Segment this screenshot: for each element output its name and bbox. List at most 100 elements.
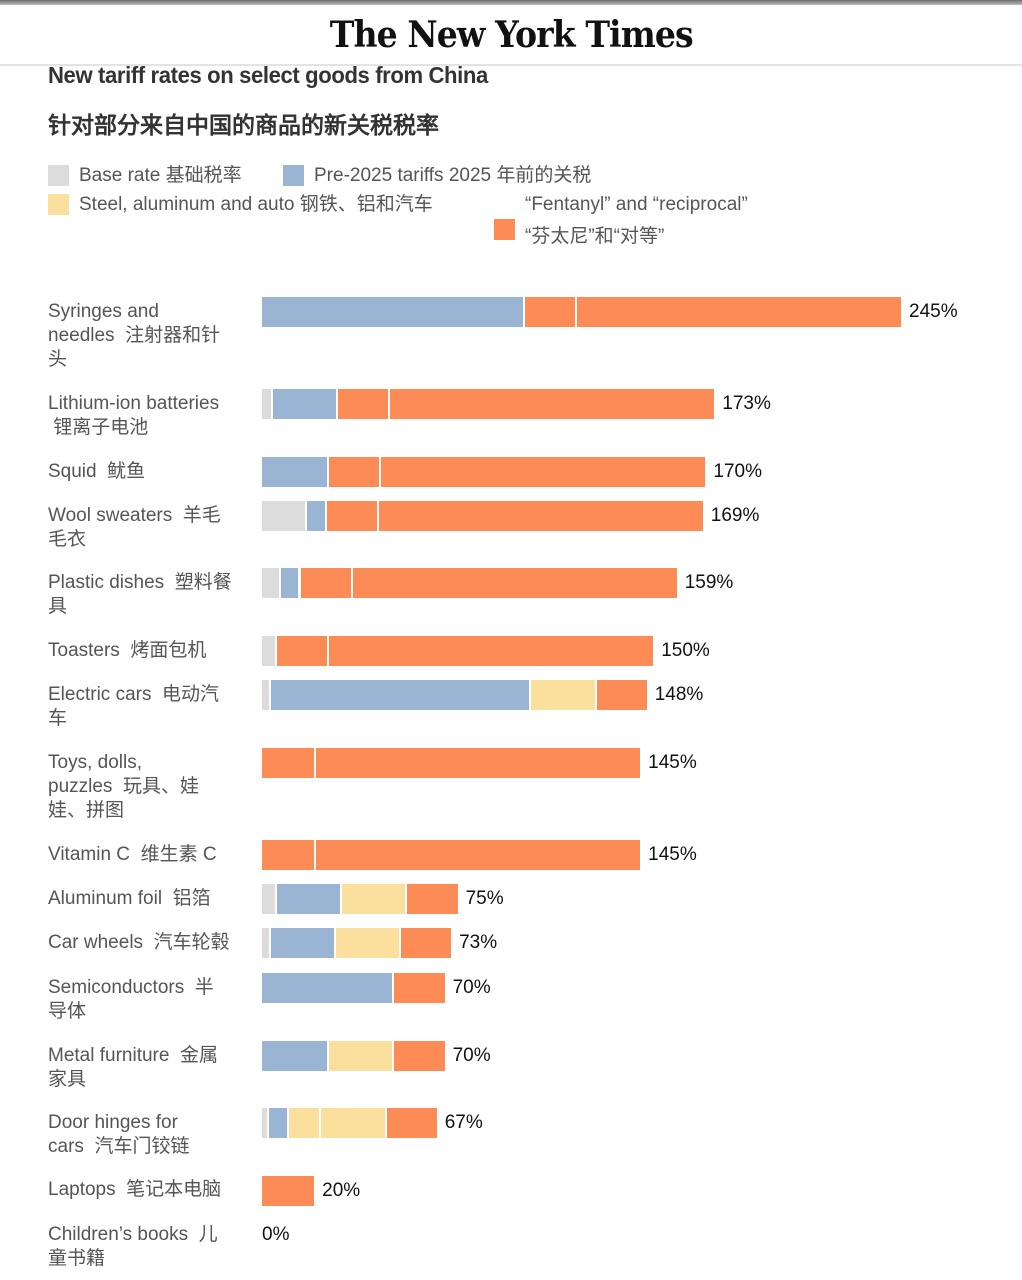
bar-segment-fentanyl-reciprocal — [392, 973, 445, 1003]
row-label-line: 头 — [48, 349, 68, 370]
row-label-line: 锂离子电池 — [48, 417, 149, 438]
legend-label-steel: Steel, aluminum and auto 钢铁、铝和汽车 — [79, 194, 433, 215]
row-label-line: Door hinges for — [48, 1112, 178, 1133]
bar-segment-fentanyl-reciprocal — [314, 840, 641, 870]
bar-segment-base — [262, 389, 271, 419]
bar-segment-pre2025 — [305, 501, 325, 531]
legend-item-fentanyl-reciprocal: “Fentanyl” and “reciprocal” “芬太尼”和“对等” — [494, 193, 748, 249]
legend-label-fentanyl-zh: “芬太尼”和“对等” — [525, 226, 665, 247]
bar-segment-pre2025 — [275, 884, 341, 914]
chart-title: New tariff rates on select goods from Ch… — [48, 62, 488, 88]
bar-segment-pre2025 — [262, 457, 328, 487]
bar-segment-fentanyl-reciprocal — [327, 457, 380, 487]
row-label: Laptops 笔记本电脑 — [48, 1178, 248, 1202]
row-label-line: Toasters 烤面包机 — [48, 640, 207, 661]
bar-segment-fentanyl-reciprocal — [314, 748, 641, 778]
bar-total-label: 169% — [710, 505, 760, 526]
row-label: Semiconductors 半导体 — [48, 976, 248, 1024]
bar-segment-pre2025 — [262, 297, 523, 327]
bar-segment-base — [262, 501, 306, 531]
bar-segment-pre2025 — [267, 1108, 287, 1138]
legend-label-pre2025: Pre-2025 tariffs 2025 年前的关税 — [314, 165, 592, 186]
bar-segment-steel — [327, 1041, 393, 1071]
row-label-line: puzzles 玩具、娃 — [48, 776, 199, 797]
row-label: Door hinges for cars 汽车门铰链 — [48, 1111, 248, 1159]
bar-segment-base — [262, 568, 279, 598]
bar-segment-pre2025 — [270, 389, 337, 419]
row-label-line: 毛衣 — [48, 529, 87, 550]
masthead: The New York Times — [0, 5, 1022, 65]
row-label: Metal furniture 金属 家具 — [48, 1044, 248, 1092]
header-divider — [0, 64, 1022, 66]
legend-swatch-pre2025 — [283, 165, 304, 186]
row-label: Toasters 烤面包机 — [48, 639, 248, 663]
row-label-line: Lithium-ion batteries — [48, 393, 220, 414]
row-label-line: 具 — [48, 596, 68, 617]
bar-total-label: 0% — [262, 1224, 290, 1245]
bar-segment-fentanyl-reciprocal — [298, 568, 351, 598]
bar-segment-base — [262, 1108, 268, 1138]
row-label-line: Plastic dishes 塑料餐 — [48, 572, 232, 593]
bar-segment-fentanyl-reciprocal — [336, 389, 389, 419]
bar-total-label: 70% — [452, 1045, 491, 1066]
bar-segment-fentanyl-reciprocal — [262, 748, 315, 778]
bar-total-label: 170% — [713, 461, 762, 482]
bar-total-label: 148% — [654, 684, 704, 705]
bar-segment-fentanyl-reciprocal — [594, 680, 647, 710]
row-label-line: 车 — [48, 708, 68, 729]
row-label: Lithium-ion batteries 锂离子电池 — [48, 392, 248, 440]
bar-total-label: 159% — [684, 572, 734, 593]
chart-subtitle: 针对部分来自中国的商品的新关税税率 — [48, 112, 439, 138]
row-label: Vitamin C 维生素 C — [48, 843, 248, 867]
bar-segment-fentanyl-reciprocal — [327, 636, 654, 666]
bar-segment-fentanyl-reciprocal — [350, 568, 677, 598]
bar-segment-pre2025 — [262, 1041, 328, 1071]
bar-segment-steel — [333, 928, 399, 958]
row-label-line: Car wheels 汽车轮毂 — [48, 932, 230, 953]
row-label-line: Semiconductors 半 — [48, 977, 214, 998]
row-label-line: Toys, dolls, — [48, 752, 142, 773]
bar-segment-fentanyl-reciprocal — [376, 501, 703, 531]
bar-segment-pre2025 — [268, 680, 530, 710]
bar-segment-base — [262, 680, 269, 710]
row-label: Plastic dishes 塑料餐具 — [48, 571, 248, 619]
row-label-line: 童书籍 — [48, 1248, 106, 1269]
browser-top-border — [0, 0, 1022, 5]
bar-segment-steel — [319, 1108, 385, 1138]
legend-label-base: Base rate 基础税率 — [79, 165, 242, 186]
row-label: Electric cars 电动汽车 — [48, 683, 248, 731]
bar-segment-steel — [286, 1108, 320, 1138]
bar-total-label: 150% — [661, 640, 710, 661]
bar-segment-fentanyl-reciprocal — [388, 389, 715, 419]
bar-segment-base — [262, 884, 276, 914]
row-label-line: cars 汽车门铰链 — [48, 1136, 190, 1157]
row-label: Aluminum foil 铝箔 — [48, 887, 248, 911]
row-label-line: 导体 — [48, 1001, 87, 1022]
row-label: Syringes and needles 注射器和针头 — [48, 300, 248, 372]
row-label: Children’s books 儿童书籍 — [48, 1223, 248, 1271]
bar-segment-fentanyl-reciprocal — [324, 501, 377, 531]
bar-segment-pre2025 — [262, 973, 393, 1003]
bar-segment-fentanyl-reciprocal — [384, 1108, 437, 1138]
bar-segment-pre2025 — [268, 928, 334, 958]
bar-segment-steel — [529, 680, 595, 710]
row-label-line: Metal furniture 金属 — [48, 1045, 218, 1066]
legend-item-pre2025: Pre-2025 tariffs 2025 年前的关税 — [283, 164, 591, 188]
legend-swatch-base — [48, 165, 69, 186]
row-label-line: Vitamin C 维生素 C — [48, 844, 217, 865]
row-label-line: Children’s books 儿 — [48, 1224, 218, 1245]
legend-item-base: Base rate 基础税率 — [48, 164, 242, 188]
bar-segment-fentanyl-reciprocal — [262, 840, 315, 870]
bar-segment-fentanyl-reciprocal — [379, 457, 706, 487]
nyt-logo[interactable]: The New York Times — [329, 14, 694, 56]
legend-swatch-fentanyl-reciprocal — [494, 219, 515, 240]
bar-total-label: 245% — [909, 301, 958, 322]
bar-total-label: 20% — [322, 1180, 361, 1201]
row-label-line: needles 注射器和针 — [48, 325, 221, 346]
row-label-line: Syringes and — [48, 301, 159, 322]
bar-segment-base — [262, 928, 269, 958]
bar-segment-fentanyl-reciprocal — [522, 297, 575, 327]
row-label-line: Wool sweaters 羊毛 — [48, 505, 221, 526]
row-label-line: Laptops 笔记本电脑 — [48, 1179, 222, 1200]
row-label-line: 娃、拼图 — [48, 800, 125, 821]
